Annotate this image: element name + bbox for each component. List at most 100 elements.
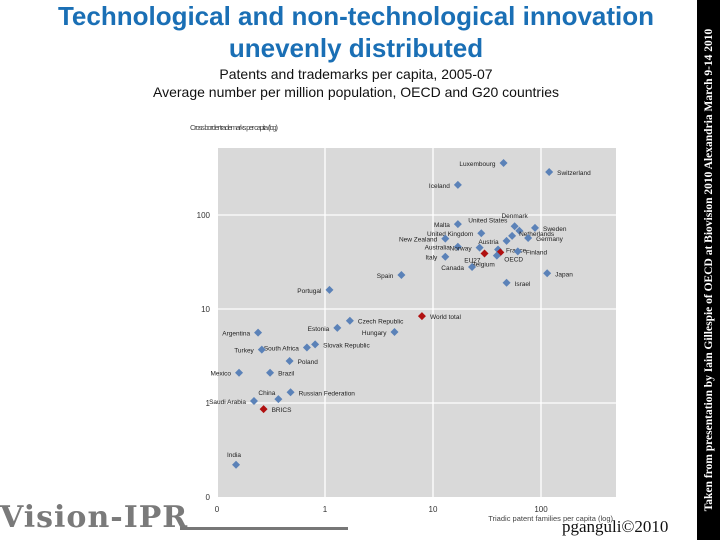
data-point-world-total xyxy=(417,312,426,321)
data-point-new-zealand xyxy=(441,234,450,243)
source-text: Taken from presentation by Iain Gillespi… xyxy=(702,28,715,512)
data-point-netherlands xyxy=(508,231,517,240)
credit-text: pganguli©2010 xyxy=(562,517,669,536)
data-label: Israel xyxy=(515,281,531,288)
data-point-brics xyxy=(259,405,268,414)
title-line-1: Technological and non-technological inno… xyxy=(57,1,655,31)
scatter-chart: 0 1 10 100 0 1 10 100 Cross border trademarks pe… xyxy=(190,123,616,523)
data-point-finland xyxy=(513,247,522,256)
data-label: Finland xyxy=(526,249,548,256)
vision-ipr-logo: Vision-IPR xyxy=(0,500,189,535)
data-point-sweden xyxy=(531,223,540,232)
data-point-oecd xyxy=(496,248,505,257)
data-label: Estonia xyxy=(308,326,330,333)
data-label: Germany xyxy=(536,236,563,243)
y-tick-label: 1 xyxy=(206,399,211,408)
data-label: China xyxy=(258,390,275,397)
slide-title: Technological and non-technological inno… xyxy=(0,0,712,64)
data-label: India xyxy=(227,452,241,459)
data-label: Brazil xyxy=(278,371,295,378)
data-point-russian-federation xyxy=(286,388,295,397)
data-point-austria xyxy=(502,236,511,245)
title-line-2: unevenly distributed xyxy=(228,33,484,63)
data-point-turkey xyxy=(257,345,266,354)
data-label: Italy xyxy=(425,255,438,262)
data-label: Mexico xyxy=(210,371,231,378)
data-point-brazil xyxy=(266,368,275,377)
source-side-bar: Taken from presentation by Iain Gillespi… xyxy=(697,0,720,540)
data-label: Sweden xyxy=(543,226,567,233)
data-label: United Kingdom xyxy=(427,231,473,238)
y-tick-label: 10 xyxy=(201,305,210,314)
data-point-poland xyxy=(285,356,294,365)
data-label: New Zealand xyxy=(399,237,438,244)
data-label: Poland xyxy=(298,359,319,366)
y-axis-label: Cross border trademarks per capita (log) xyxy=(190,123,279,132)
data-point-south-africa xyxy=(302,343,311,352)
data-point-italy xyxy=(441,252,450,261)
data-label: Canada xyxy=(441,265,464,272)
data-label: Russian Federation xyxy=(299,390,356,397)
data-point-argentina xyxy=(254,328,263,337)
data-label: Spain xyxy=(377,273,394,280)
data-point-united-states xyxy=(515,226,524,235)
data-label: Switzerland xyxy=(557,170,591,177)
data-point-slovak-republic xyxy=(311,340,320,349)
data-point-india xyxy=(232,460,241,469)
data-label: OECD xyxy=(504,256,523,263)
data-point-israel xyxy=(502,278,511,287)
x-tick-label: 100 xyxy=(534,505,548,514)
data-label: Denmark xyxy=(501,213,528,220)
chart-subtitle-1: Patents and trademarks per capita, 2005-… xyxy=(219,66,493,82)
data-point-australia xyxy=(453,242,462,251)
data-label: EU27 xyxy=(464,257,481,264)
data-point-czech-republic xyxy=(345,316,354,325)
data-label: Saudi Arabia xyxy=(209,399,246,406)
data-point-denmark xyxy=(510,222,519,231)
data-point-mexico xyxy=(235,368,244,377)
data-point-estonia xyxy=(333,323,342,332)
x-tick-label: 1 xyxy=(323,505,328,514)
data-point-iceland xyxy=(453,180,462,189)
data-label: United States xyxy=(468,218,508,225)
data-label: Malta xyxy=(434,222,450,229)
data-label: Czech Republic xyxy=(358,319,404,326)
data-point-germany xyxy=(524,233,533,242)
data-point-canada xyxy=(468,262,477,271)
data-label: Japan xyxy=(555,271,573,278)
data-point-switzerland xyxy=(545,167,554,176)
data-point-eu27 xyxy=(480,249,489,258)
data-point-china xyxy=(274,395,283,404)
data-label: Turkey xyxy=(234,348,254,355)
data-label: Portugal xyxy=(297,288,322,295)
data-point-malta xyxy=(453,220,462,229)
y-tick-label: 100 xyxy=(197,211,211,220)
x-axis-label: Triadic patent families per capita (log) xyxy=(488,514,613,523)
y-tick-label: 0 xyxy=(206,493,211,502)
data-point-spain xyxy=(397,270,406,279)
x-tick-label: 10 xyxy=(429,505,438,514)
data-point-united-kingdom xyxy=(477,229,486,238)
data-point-belgium xyxy=(492,251,501,260)
data-label: World total xyxy=(430,314,462,321)
data-label: Australia xyxy=(425,245,451,252)
data-point-luxembourg xyxy=(499,159,508,168)
chart-subtitle-2: Average number per million population, O… xyxy=(153,84,559,100)
data-point-japan xyxy=(543,269,552,278)
data-label: South Africa xyxy=(264,345,299,352)
data-label: Netherlands xyxy=(519,231,555,238)
data-label: Hungary xyxy=(362,330,387,337)
x-tick-label: 0 xyxy=(215,505,220,514)
data-label: Argentina xyxy=(222,331,250,338)
plot-area xyxy=(218,148,616,497)
data-point-norway xyxy=(475,243,484,252)
data-point-hungary xyxy=(390,327,399,336)
data-point-portugal xyxy=(325,285,334,294)
data-label: Norway xyxy=(450,246,473,253)
data-label: Belgium xyxy=(471,262,494,269)
data-label: Austria xyxy=(478,239,499,246)
data-label: Iceland xyxy=(429,183,450,190)
data-label: Luxembourg xyxy=(459,161,496,168)
logo-underline xyxy=(180,527,348,530)
data-point-saudi-arabia xyxy=(249,397,258,406)
